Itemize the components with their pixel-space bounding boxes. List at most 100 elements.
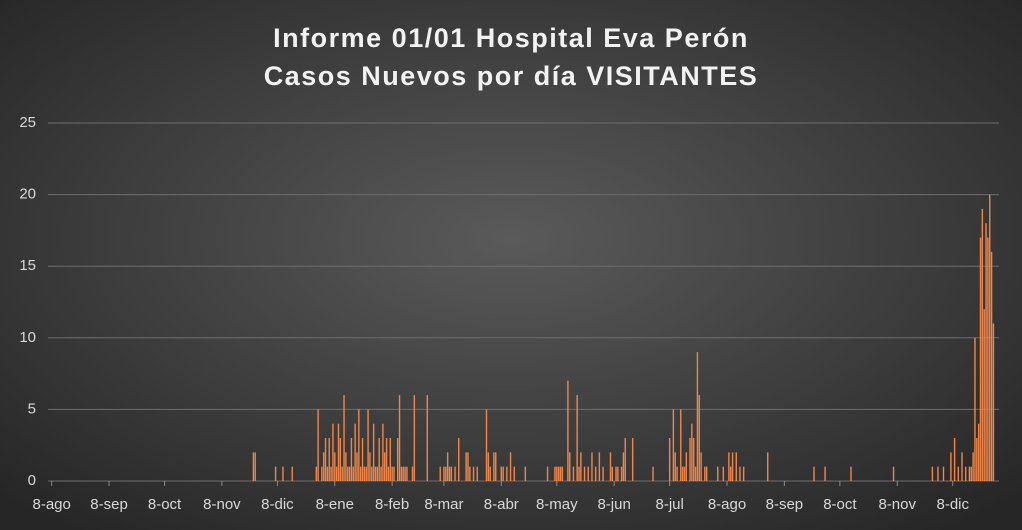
bar bbox=[465, 452, 467, 481]
bar bbox=[380, 466, 382, 481]
bar bbox=[274, 466, 277, 481]
bar bbox=[339, 438, 342, 481]
x-tick-label: 8-abr bbox=[484, 496, 519, 513]
bar bbox=[413, 395, 416, 481]
bar bbox=[569, 452, 571, 481]
bar bbox=[450, 466, 453, 481]
bar bbox=[369, 452, 371, 481]
bar bbox=[426, 395, 428, 481]
bar bbox=[730, 466, 732, 481]
bar bbox=[567, 380, 569, 481]
bar bbox=[617, 466, 619, 481]
bar bbox=[683, 466, 686, 481]
x-tick-label: 8-ago bbox=[33, 496, 71, 513]
bar bbox=[620, 466, 623, 481]
bar bbox=[937, 466, 939, 481]
bar bbox=[252, 452, 255, 481]
bar bbox=[376, 466, 379, 481]
bar bbox=[458, 438, 460, 481]
bar bbox=[363, 466, 366, 481]
bar bbox=[824, 466, 826, 481]
bar bbox=[396, 438, 399, 481]
bar bbox=[739, 466, 741, 481]
y-tick-label: 15 bbox=[19, 257, 36, 274]
x-tick-label: 8-ene bbox=[316, 496, 354, 513]
bar bbox=[987, 237, 989, 481]
bar bbox=[506, 466, 508, 481]
bar bbox=[472, 466, 475, 481]
x-tick-label: 8-nov bbox=[203, 496, 241, 513]
bar bbox=[348, 466, 351, 481]
bar bbox=[454, 466, 456, 481]
x-tick-label: 8-jun bbox=[597, 496, 630, 513]
bar bbox=[382, 423, 384, 481]
bar bbox=[953, 438, 956, 481]
bar bbox=[334, 452, 336, 481]
bar bbox=[487, 452, 490, 481]
bar bbox=[977, 423, 980, 481]
y-tick-label: 0 bbox=[28, 472, 36, 489]
bar bbox=[983, 309, 985, 481]
bar bbox=[668, 438, 671, 481]
bar bbox=[609, 452, 612, 481]
bar bbox=[572, 466, 575, 481]
bar bbox=[704, 466, 706, 481]
bar bbox=[974, 337, 976, 481]
x-tick-label: 8-oct bbox=[148, 496, 182, 513]
bar bbox=[950, 452, 952, 481]
bar bbox=[372, 423, 375, 481]
bar bbox=[981, 208, 984, 482]
bar bbox=[693, 438, 695, 481]
bar bbox=[354, 423, 356, 481]
bar bbox=[350, 438, 353, 481]
bar bbox=[365, 466, 367, 481]
x-tick-label: 8-dic bbox=[261, 496, 294, 513]
bar bbox=[384, 452, 386, 481]
bar bbox=[615, 466, 617, 481]
bar bbox=[696, 352, 699, 481]
bar bbox=[735, 452, 737, 481]
bar bbox=[448, 466, 451, 481]
bar bbox=[676, 466, 678, 481]
bar bbox=[406, 466, 408, 481]
x-tick-label: 8-may bbox=[536, 496, 578, 513]
bar bbox=[580, 452, 582, 481]
bar bbox=[892, 466, 895, 481]
bar bbox=[324, 438, 327, 481]
bar bbox=[322, 452, 325, 481]
bar bbox=[330, 466, 332, 481]
bar bbox=[992, 323, 995, 481]
bar bbox=[598, 452, 601, 481]
x-tick-label: 8-sep bbox=[766, 496, 804, 513]
bar bbox=[446, 452, 449, 481]
bar bbox=[631, 438, 634, 481]
bar bbox=[672, 409, 675, 481]
y-tick-label: 10 bbox=[19, 329, 36, 346]
chart-subtitle: Casos Nuevos por día VISITANTES bbox=[264, 61, 759, 91]
bar bbox=[972, 452, 974, 481]
x-tick-label: 8-nov bbox=[878, 496, 916, 513]
bar bbox=[931, 466, 934, 481]
bar bbox=[391, 466, 393, 481]
bar bbox=[979, 237, 982, 481]
bar bbox=[254, 452, 256, 481]
bar bbox=[556, 466, 558, 481]
bar bbox=[685, 452, 688, 481]
bar bbox=[371, 466, 373, 481]
bar bbox=[495, 452, 497, 481]
bar bbox=[691, 423, 693, 481]
bar bbox=[722, 466, 725, 481]
bar bbox=[546, 466, 549, 481]
x-tick-label: 8-sep bbox=[90, 496, 128, 513]
bar bbox=[315, 466, 317, 481]
bar bbox=[705, 466, 708, 481]
bar bbox=[378, 438, 380, 481]
bar bbox=[985, 223, 987, 482]
bar bbox=[587, 466, 589, 481]
bar bbox=[485, 409, 488, 481]
bar bbox=[400, 466, 403, 481]
bar bbox=[467, 452, 469, 481]
bar bbox=[742, 466, 745, 481]
